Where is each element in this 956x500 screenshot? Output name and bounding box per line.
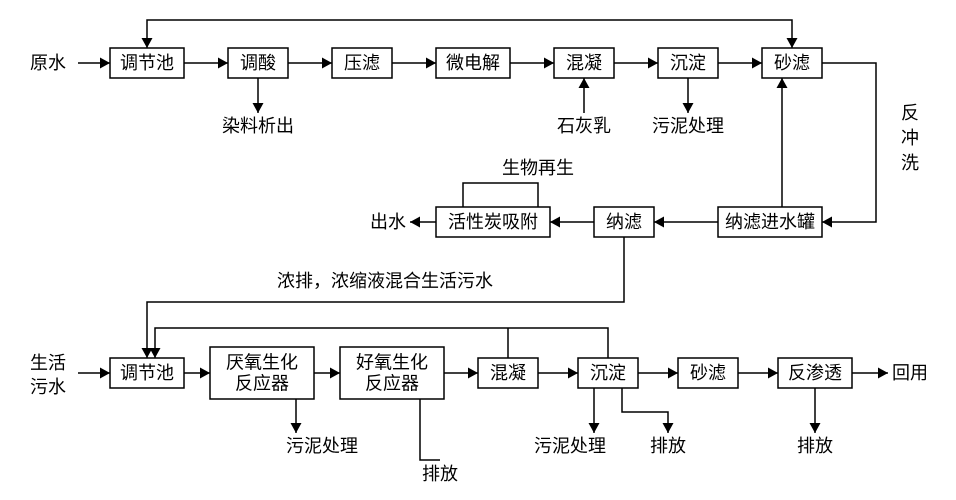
label-nanotank: 纳滤进水罐 [725, 212, 815, 232]
text-sludge3: 污泥处理 [534, 436, 606, 456]
edge-17 [500, 183, 538, 207]
label-anaer-0: 厌氧生化 [226, 353, 298, 373]
text-backwash1: 反 [901, 103, 919, 123]
label-tank1: 调节池 [120, 53, 174, 73]
edge-16 [463, 183, 500, 207]
text-sludge2: 污泥处理 [286, 436, 358, 456]
label-nano: 纳滤 [606, 212, 642, 232]
text-disch1: 排放 [422, 464, 458, 484]
edges-group [78, 20, 888, 460]
text-sew1: 生活 [30, 353, 66, 373]
label-coag2: 混凝 [490, 363, 526, 383]
label-sand2: 砂滤 [690, 363, 726, 383]
text-dye: 染料析出 [222, 116, 294, 136]
edge-30 [622, 388, 668, 433]
text-disch3: 排放 [797, 436, 833, 456]
text-backwash3: 洗 [901, 153, 919, 173]
edge-28 [420, 399, 440, 460]
text-sew2: 污水 [30, 377, 66, 397]
label-tank2: 调节池 [120, 363, 174, 383]
text-biogen: 生物再生 [502, 158, 574, 178]
label-carbon: 活性炭吸附 [448, 212, 538, 232]
label-anaer-1: 反应器 [235, 373, 289, 393]
text-disch2: 排放 [650, 436, 686, 456]
label-press: 压滤 [344, 53, 380, 73]
label-coag1: 混凝 [566, 53, 602, 73]
label-aerob-0: 好氧生化 [356, 353, 428, 373]
text-lime: 石灰乳 [557, 116, 611, 136]
label-micro: 微电解 [446, 53, 500, 73]
flowchart-canvas: 原水调节池调酸压滤微电解混凝沉淀砂滤染料析出石灰乳污泥处理反冲洗生物再生出水活性… [0, 0, 956, 500]
text-reuse: 回用 [892, 363, 928, 383]
label-sed1: 沉淀 [670, 53, 706, 73]
label-acid: 调酸 [240, 53, 276, 73]
text-outwater: 出水 [370, 212, 406, 232]
nodes-group: 原水调节池调酸压滤微电解混凝沉淀砂滤染料析出石灰乳污泥处理反冲洗生物再生出水活性… [30, 48, 928, 484]
edge-11 [822, 63, 876, 222]
text-raw: 原水 [30, 53, 66, 73]
label-aerob-1: 反应器 [365, 373, 419, 393]
text-concflow: 浓排，浓缩液混合生活污水 [277, 271, 493, 291]
label-sand1: 砂滤 [774, 53, 810, 73]
text-backwash2: 冲 [901, 128, 919, 148]
label-sed2: 沉淀 [590, 363, 626, 383]
label-ro: 反渗透 [788, 363, 842, 383]
edge-18 [147, 237, 624, 358]
text-sludge1: 污泥处理 [652, 116, 724, 136]
edge-10 [147, 20, 792, 48]
